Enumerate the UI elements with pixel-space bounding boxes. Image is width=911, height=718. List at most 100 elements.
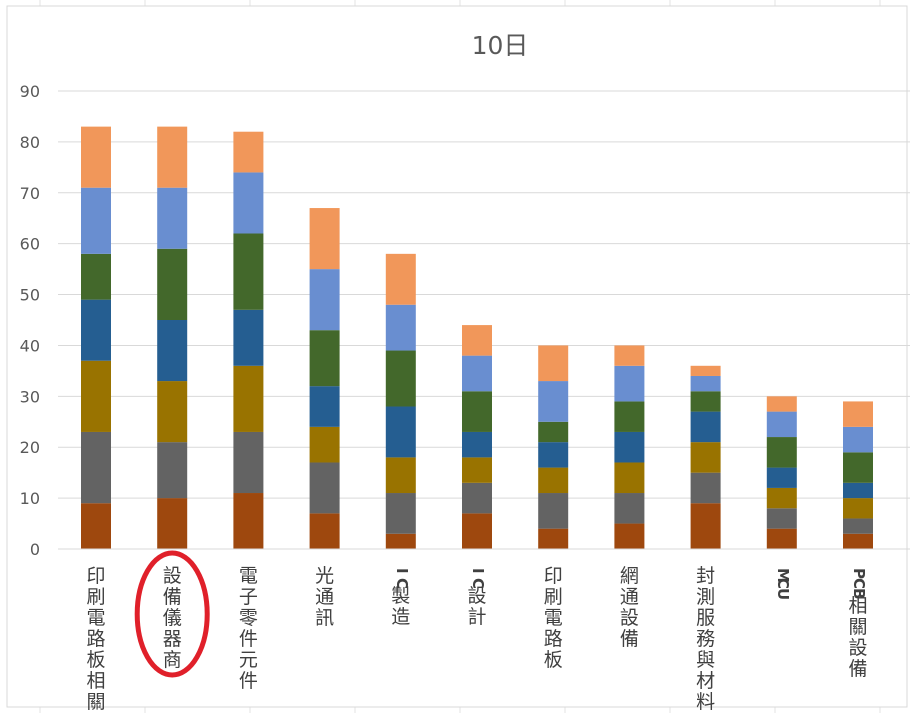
bar-segment: [309, 269, 340, 331]
x-label-glyph: 計: [467, 606, 486, 628]
x-label-glyph: I: [393, 568, 411, 574]
x-axis-category-labels: 印刷電路板相關設備儀器商電子零件元件光通訊IC製造IC設計印刷電路板網通設備封測…: [86, 565, 868, 713]
bar-segment: [538, 381, 569, 422]
x-label-glyph: 件: [239, 628, 258, 650]
x-label-glyph: B: [850, 588, 868, 599]
bar-segment: [766, 437, 797, 468]
x-label-glyph: 電: [239, 565, 258, 587]
bar-segment: [385, 533, 416, 549]
x-label-glyph: 封: [696, 565, 715, 587]
x-label-glyph: C: [850, 578, 868, 589]
bar-segment: [843, 426, 873, 453]
bar-segment: [843, 482, 873, 499]
x-label-glyph: 備: [848, 658, 867, 680]
bar-segment: [690, 391, 721, 412]
y-tick-label: 70: [20, 184, 40, 203]
chart-area: [6, 5, 908, 708]
bar-segment: [157, 381, 188, 443]
bar-segment: [233, 431, 264, 494]
bar-segment: [614, 431, 645, 463]
x-label-glyph: 設: [620, 607, 639, 629]
x-label-glyph: 備: [620, 628, 639, 650]
x-label-glyph: 印: [86, 565, 105, 587]
x-label-glyph: 製: [391, 585, 410, 607]
x-label-glyph: 測: [696, 586, 715, 608]
x-label-glyph: 印: [544, 565, 563, 587]
bar-segment: [157, 126, 188, 188]
x-label-glyph: 服: [696, 607, 715, 629]
x-label-glyph: M: [774, 568, 792, 583]
bar-segment: [81, 431, 111, 504]
x-label-glyph: 通: [620, 586, 639, 608]
bar-segment: [233, 365, 264, 432]
bar-segment: [690, 365, 721, 376]
bar-segment: [766, 411, 797, 438]
bar-segment: [81, 360, 111, 432]
bar-segment: [385, 253, 416, 305]
x-label-glyph: 商: [163, 649, 182, 671]
bar-segment: [690, 442, 721, 473]
x-label-glyph: 子: [239, 586, 258, 608]
bar-segment: [462, 482, 492, 514]
bar-segment: [233, 172, 264, 234]
bar-segment: [690, 411, 721, 443]
bar-segment: [690, 375, 721, 392]
x-category-label: 光通訊: [315, 565, 334, 629]
highlight-ellipse: [134, 550, 210, 678]
x-label-glyph: C: [393, 578, 411, 589]
bar-segment: [81, 299, 111, 361]
bar-segment: [766, 467, 797, 488]
bar-segment: [690, 472, 721, 504]
x-label-glyph: 材: [696, 670, 715, 692]
bar-segment: [309, 426, 340, 463]
x-category-label: MCU: [774, 568, 792, 600]
bar-segment: [538, 528, 569, 549]
bar-segment: [157, 248, 188, 320]
bar-segment: [462, 325, 492, 356]
bar-segment: [843, 401, 873, 427]
y-tick-label: 10: [20, 489, 40, 508]
x-label-glyph: C: [469, 578, 487, 589]
x-label-glyph: 設: [163, 565, 182, 587]
y-tick-label: 50: [20, 286, 40, 305]
bar-segment: [309, 462, 340, 514]
y-tick-label: 0: [30, 540, 40, 559]
bar-segment: [233, 233, 264, 310]
x-label-glyph: 元: [239, 649, 258, 671]
bar-segment: [157, 498, 188, 549]
x-label-glyph: 電: [544, 607, 563, 629]
x-label-glyph: P: [850, 568, 868, 579]
bar-segment: [766, 508, 797, 529]
bar-segment: [766, 487, 797, 509]
bar-segment: [385, 493, 416, 534]
bar-segment: [81, 253, 111, 300]
highlight-annotation: [134, 550, 210, 678]
x-label-glyph: 板: [544, 649, 563, 671]
bar-segment: [614, 493, 645, 524]
x-label-glyph: 務: [696, 628, 715, 650]
bar-segment: [309, 330, 340, 387]
x-label-glyph: I: [469, 568, 487, 574]
x-label-glyph: 器: [163, 628, 182, 650]
bar-segment: [614, 365, 645, 402]
bar-segment: [538, 421, 569, 443]
bar-segment: [309, 208, 340, 270]
x-label-glyph: 網: [620, 565, 639, 587]
y-tick-label: 90: [20, 82, 40, 101]
x-label-glyph: 刷: [544, 586, 563, 608]
x-label-glyph: 關: [86, 691, 105, 713]
chart-title: 10日: [472, 31, 529, 60]
y-tick-label: 40: [20, 336, 40, 355]
bar-segment: [538, 493, 569, 529]
bar-segment: [843, 533, 873, 549]
bar-segment: [614, 401, 645, 432]
bar-segment: [385, 406, 416, 458]
bar-segment: [462, 431, 492, 458]
bar-segment: [462, 355, 492, 392]
